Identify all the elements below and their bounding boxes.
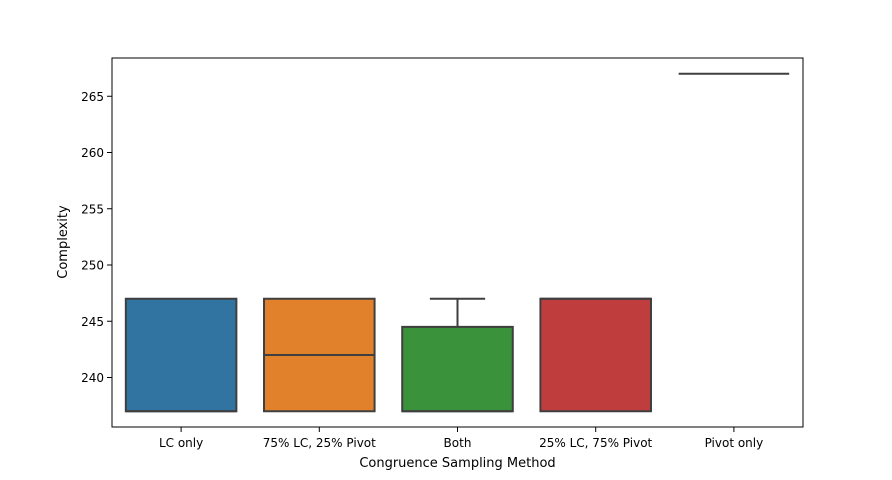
y-tick-label: 240 bbox=[81, 371, 104, 385]
box-group bbox=[124, 297, 238, 413]
x-tick-label: LC only bbox=[159, 436, 203, 450]
box-group bbox=[401, 297, 514, 413]
x-tick-label: Both bbox=[444, 436, 472, 450]
x-tick-label: 25% LC, 75% Pivot bbox=[539, 436, 652, 450]
y-tick-label: 255 bbox=[81, 202, 104, 216]
box-body bbox=[124, 297, 238, 413]
y-tick-label: 250 bbox=[81, 259, 104, 273]
x-tick-label: Pivot only bbox=[705, 436, 764, 450]
y-tick-label: 265 bbox=[81, 90, 104, 104]
box-group bbox=[263, 297, 376, 413]
y-axis: 240 245 250 255 260 265 bbox=[81, 90, 112, 385]
box-body bbox=[401, 325, 514, 413]
box-body bbox=[539, 297, 652, 413]
box-group bbox=[539, 297, 652, 413]
y-tick-label: 245 bbox=[81, 315, 104, 329]
x-tick-label: 75% LC, 25% Pivot bbox=[263, 436, 376, 450]
boxes-layer bbox=[124, 72, 790, 413]
x-axis: LC only 75% LC, 25% Pivot Both 25% LC, 75% … bbox=[159, 427, 763, 450]
y-tick-label: 260 bbox=[81, 146, 104, 160]
y-axis-label: Complexity bbox=[56, 205, 71, 279]
x-axis-label: Congruence Sampling Method bbox=[359, 456, 555, 471]
